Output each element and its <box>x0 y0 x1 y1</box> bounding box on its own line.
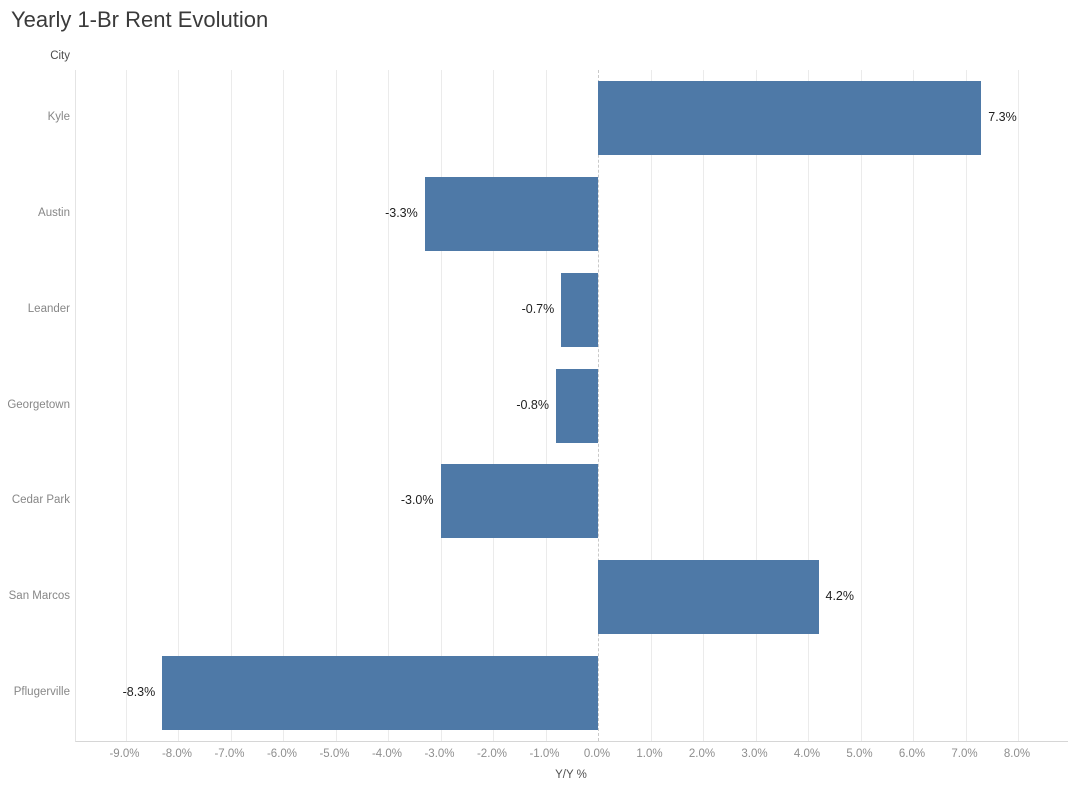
gridline <box>650 70 652 741</box>
x-tick-label: -7.0% <box>214 748 245 760</box>
gridline <box>808 70 809 741</box>
category-label-pflugerville: Pflugerville <box>13 686 70 699</box>
bar-value-label: -3.3% <box>385 205 418 220</box>
gridline <box>178 70 179 741</box>
bar-value-label: -3.0% <box>400 493 434 508</box>
x-tick-label: -6.0% <box>266 748 298 760</box>
category-label-kyle: Kyle <box>47 110 70 123</box>
x-tick-label: -4.0% <box>371 748 403 760</box>
x-tick-label: -9.0% <box>109 748 140 760</box>
bar-cedar-park[interactable] <box>440 464 598 539</box>
x-axis-title: Y/Y % <box>555 769 587 781</box>
x-tick-label: 0.0% <box>583 748 611 760</box>
bar-pflugerville[interactable] <box>162 656 598 731</box>
gridline <box>125 70 127 741</box>
x-tick-label: 6.0% <box>898 748 926 760</box>
x-tick-label: -3.0% <box>424 748 455 760</box>
column-header-city: City <box>50 50 70 62</box>
gridline <box>965 70 967 741</box>
gridline <box>703 70 704 741</box>
gridline <box>913 70 914 741</box>
gridline <box>440 70 442 741</box>
bar-leander[interactable] <box>561 272 598 347</box>
bar-kyle[interactable] <box>598 80 982 155</box>
x-tick-label: -5.0% <box>319 748 350 760</box>
category-label-san-marcos: San Marcos <box>8 590 70 603</box>
x-tick-label: 8.0% <box>1003 748 1031 760</box>
bar-san-marcos[interactable] <box>598 560 819 635</box>
bar-georgetown[interactable] <box>556 368 598 443</box>
gridline <box>860 70 862 741</box>
x-tick-label: 1.0% <box>636 748 663 760</box>
x-tick-label: -2.0% <box>476 748 508 760</box>
x-tick-label: -8.0% <box>161 748 193 760</box>
x-tick-label: 2.0% <box>688 748 716 760</box>
gridline <box>283 70 284 741</box>
bar-value-label: -0.8% <box>516 397 549 412</box>
category-label-georgetown: Georgetown <box>7 398 70 411</box>
zero-gridline <box>598 70 599 741</box>
gridline <box>545 70 547 741</box>
x-tick-label: 4.0% <box>793 748 821 760</box>
category-label-leander: Leander <box>27 302 70 315</box>
gridline <box>755 70 757 741</box>
x-tick-label: 3.0% <box>741 748 768 760</box>
category-label-cedar-park: Cedar Park <box>11 494 70 507</box>
bar-value-label: 7.3% <box>988 109 1017 124</box>
x-tick-label: 5.0% <box>846 748 873 760</box>
gridline <box>388 70 389 741</box>
category-label-austin: Austin <box>38 206 70 219</box>
x-tick-label: -1.0% <box>529 748 560 760</box>
x-tick-label: 7.0% <box>951 748 978 760</box>
plot-area: 7.3% -3.3% -0.7% -0.8% -3.0% 4.2% -8.3% <box>75 70 1068 742</box>
gridline <box>335 70 337 741</box>
bar-value-label: -0.7% <box>521 301 555 316</box>
bar-austin[interactable] <box>424 176 598 251</box>
gridline <box>1018 70 1019 741</box>
gridline <box>493 70 494 741</box>
gridline <box>230 70 232 741</box>
chart-title: Yearly 1-Br Rent Evolution <box>11 7 269 32</box>
bar-value-label: 4.2% <box>825 589 855 604</box>
bar-value-label: -8.3% <box>122 685 156 700</box>
